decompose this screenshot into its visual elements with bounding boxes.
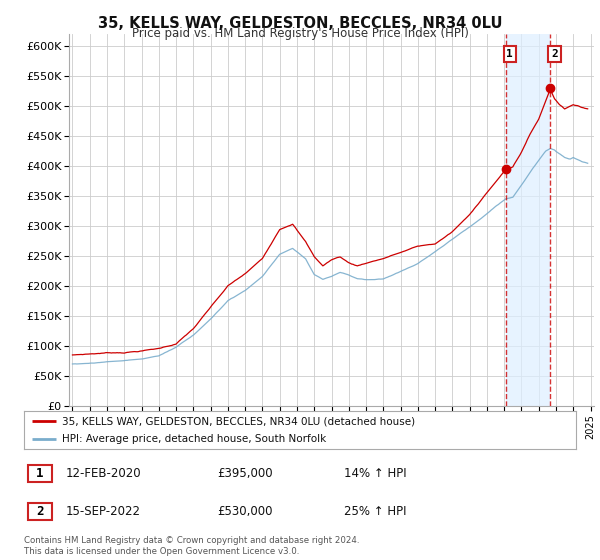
Text: HPI: Average price, detached house, South Norfolk: HPI: Average price, detached house, Sout… [62, 434, 326, 444]
Text: 25% ↑ HPI: 25% ↑ HPI [344, 505, 407, 518]
Text: Contains HM Land Registry data © Crown copyright and database right 2024.
This d: Contains HM Land Registry data © Crown c… [24, 536, 359, 556]
Text: 14% ↑ HPI: 14% ↑ HPI [344, 467, 407, 480]
Text: 15-SEP-2022: 15-SEP-2022 [65, 505, 140, 518]
Text: 1: 1 [506, 49, 513, 59]
Text: 35, KELLS WAY, GELDESTON, BECCLES, NR34 0LU (detached house): 35, KELLS WAY, GELDESTON, BECCLES, NR34 … [62, 416, 415, 426]
Text: Price paid vs. HM Land Registry's House Price Index (HPI): Price paid vs. HM Land Registry's House … [131, 27, 469, 40]
FancyBboxPatch shape [28, 503, 52, 520]
Text: 1: 1 [36, 467, 44, 480]
Text: 35, KELLS WAY, GELDESTON, BECCLES, NR34 0LU: 35, KELLS WAY, GELDESTON, BECCLES, NR34 … [98, 16, 502, 31]
Text: 2: 2 [551, 49, 558, 59]
Text: £530,000: £530,000 [217, 505, 272, 518]
Bar [506, 34, 550, 406]
Text: 2: 2 [36, 505, 44, 518]
Text: 12-FEB-2020: 12-FEB-2020 [65, 467, 141, 480]
FancyBboxPatch shape [28, 465, 52, 482]
Text: £395,000: £395,000 [217, 467, 273, 480]
